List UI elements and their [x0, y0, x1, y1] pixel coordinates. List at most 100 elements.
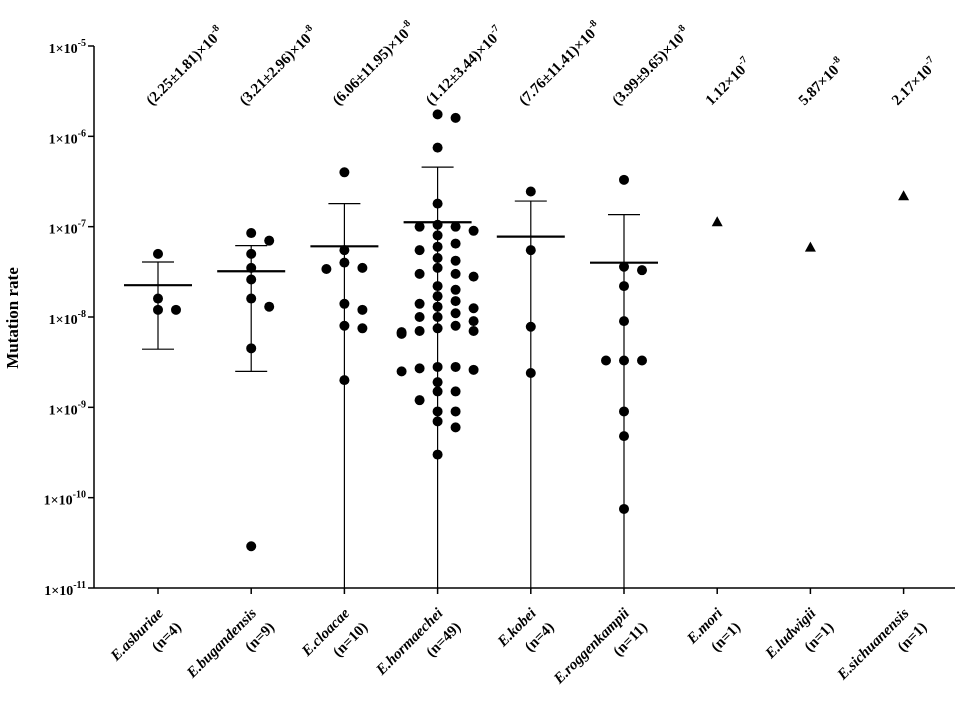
- data-point: [414, 325, 425, 336]
- data-point: [171, 304, 181, 315]
- data-point: [619, 316, 629, 327]
- data-point: [450, 308, 461, 319]
- data-point: [414, 221, 425, 232]
- mean-sd-annotation: 5.87×10-8: [794, 54, 849, 109]
- data-point: [246, 293, 257, 304]
- data-point: [619, 261, 629, 272]
- data-point: [468, 364, 479, 375]
- data-point: [637, 265, 647, 276]
- data-point-triangle: [711, 216, 723, 227]
- data-point: [450, 255, 461, 266]
- mean-sd-annotation: (7.76±11.41)×10-8: [514, 18, 605, 109]
- data-point: [468, 225, 479, 236]
- data-point: [450, 361, 461, 372]
- data-point: [450, 221, 461, 232]
- data-point: [414, 395, 425, 406]
- data-point: [414, 298, 425, 309]
- data-point: [432, 262, 443, 273]
- y-tick-label: 1×10-10: [44, 490, 86, 509]
- data-point: [432, 241, 443, 252]
- data-point: [432, 312, 443, 322]
- data-point: [619, 503, 629, 514]
- data-point: [432, 230, 443, 241]
- data-point-triangle: [804, 241, 816, 252]
- data-point: [339, 257, 350, 268]
- data-point: [246, 228, 257, 239]
- data-point: [468, 303, 479, 314]
- data-point: [432, 281, 443, 292]
- data-point: [264, 301, 275, 312]
- data-point: [525, 186, 536, 197]
- mean-sd-annotation: (6.06±11.95)×10-8: [328, 18, 419, 109]
- data-point: [601, 355, 611, 366]
- data-point: [468, 325, 479, 336]
- data-point: [450, 284, 461, 295]
- data-point: [450, 296, 461, 307]
- data-point: [264, 235, 275, 246]
- data-point: [468, 316, 479, 327]
- data-point: [153, 293, 163, 304]
- data-point: [414, 312, 425, 322]
- data-point: [153, 304, 163, 315]
- data-point: [432, 252, 443, 263]
- data-point: [357, 323, 368, 334]
- data-point: [525, 321, 536, 332]
- plot-area: 1×10-5 1×10-6 1×10-7 1×10-8 1×10-9 1×10-10 1×1…: [44, 18, 955, 688]
- data-point: [432, 449, 443, 460]
- data-point: [619, 406, 629, 417]
- data-point: [450, 386, 461, 397]
- data-point: [396, 366, 407, 377]
- mean-sd-annotation: (3.99±9.65)×10-8: [607, 23, 693, 109]
- data-point: [357, 304, 368, 315]
- data-point: [525, 245, 536, 256]
- data-point: [339, 320, 350, 331]
- data-point-triangle: [898, 190, 910, 201]
- data-point: [432, 377, 443, 388]
- data-point: [396, 328, 407, 339]
- data-point: [414, 268, 425, 279]
- data-point: [525, 367, 536, 378]
- data-point: [619, 355, 629, 366]
- data-point: [450, 268, 461, 279]
- data-point: [321, 263, 332, 274]
- data-point: [339, 298, 350, 309]
- y-tick-label: 1×10-8: [49, 309, 86, 328]
- data-point: [619, 431, 629, 442]
- data-point: [450, 238, 461, 249]
- data-point: [450, 112, 461, 123]
- data-point: [432, 386, 443, 397]
- y-tick-label: 1×10-7: [49, 219, 86, 238]
- data-point: [432, 323, 443, 334]
- mean-sd-annotation: (1.12±3.44)×10-7: [421, 23, 507, 109]
- data-point: [432, 301, 443, 312]
- data-point: [468, 271, 479, 282]
- data-point: [450, 320, 461, 331]
- y-tick-label: 1×10-9: [49, 399, 86, 418]
- mean-sd-annotation: 2.17×10-7: [887, 54, 942, 109]
- data-point: [414, 363, 425, 374]
- data-point: [357, 262, 368, 273]
- mean-sd-annotation: (2.25±1.81)×10-8: [141, 23, 227, 109]
- data-point: [414, 245, 425, 256]
- data-point: [432, 291, 443, 302]
- mean-sd-annotation: (3.21±2.96)×10-8: [235, 23, 321, 109]
- data-point: [619, 281, 629, 292]
- mean-sd-annotation: 1.12×10-7: [701, 54, 756, 109]
- data-point: [246, 343, 257, 354]
- data-point: [246, 262, 257, 273]
- data-point: [246, 274, 257, 285]
- data-point: [432, 109, 443, 120]
- data-point: [339, 375, 350, 386]
- data-point: [246, 541, 257, 552]
- data-point: [432, 198, 443, 209]
- data-point: [246, 248, 257, 259]
- y-tick-label: 1×10-11: [44, 580, 86, 599]
- data-point: [339, 245, 350, 256]
- data-point: [450, 406, 461, 417]
- y-tick-label: 1×10-6: [49, 128, 86, 147]
- data-point: [450, 422, 461, 433]
- data-point: [432, 142, 443, 153]
- data-point: [339, 167, 350, 178]
- y-tick-label: 1×10-5: [49, 38, 86, 57]
